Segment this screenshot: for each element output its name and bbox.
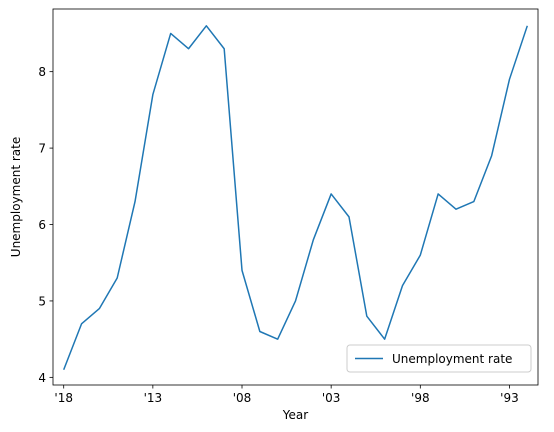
x-tick-label: '18 bbox=[54, 391, 73, 405]
x-axis-label: Year bbox=[282, 408, 308, 422]
legend-label: Unemployment rate bbox=[392, 352, 512, 366]
x-tick-label: '93 bbox=[500, 391, 519, 405]
x-tick-label: '13 bbox=[144, 391, 163, 405]
y-tick-label: 6 bbox=[38, 218, 46, 232]
x-tick-label: '03 bbox=[322, 391, 341, 405]
legend: Unemployment rate bbox=[346, 344, 532, 373]
y-tick-label: 7 bbox=[38, 142, 46, 156]
x-axis: '18 '13 '08 '03 '98 '93 bbox=[54, 385, 519, 405]
series-line-0 bbox=[63, 25, 529, 370]
y-axis: 4 5 6 7 8 bbox=[38, 65, 53, 385]
series-layer bbox=[63, 25, 529, 370]
x-tick-label: '08 bbox=[233, 391, 252, 405]
legend-box bbox=[346, 344, 532, 373]
y-tick-label: 8 bbox=[38, 65, 46, 79]
y-axis-label: Unemployment rate bbox=[9, 137, 23, 257]
y-tick-label: 4 bbox=[38, 371, 46, 385]
y-tick-label: 5 bbox=[38, 294, 46, 308]
plot-frame bbox=[52, 8, 539, 386]
x-tick-label: '98 bbox=[411, 391, 430, 405]
